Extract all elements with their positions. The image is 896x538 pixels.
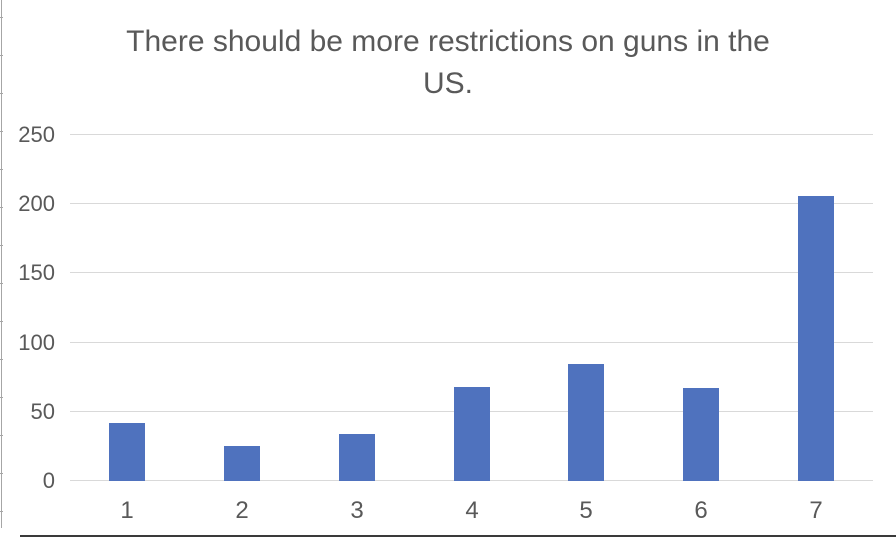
- y-tick-label-50: 50: [30, 398, 55, 424]
- y-tick-label-150: 150: [18, 259, 55, 285]
- y-tick-label-0: 0: [42, 467, 55, 493]
- x-tick-label-3: 3: [350, 497, 364, 524]
- x-tick-label-5: 5: [579, 497, 593, 524]
- bar-category-5: [568, 364, 604, 481]
- y-axis-labels: 0 50 100 150 200 250: [0, 122, 55, 493]
- x-axis-labels: 1 2 3 4 5 6 7: [70, 496, 873, 526]
- bar-category-2: [224, 446, 260, 481]
- gridline-250: [70, 134, 873, 135]
- x-tick-label-6: 6: [694, 497, 708, 524]
- y-tick-label-200: 200: [18, 190, 55, 216]
- sheet-left-edge-line: [1, 0, 2, 528]
- sheet-bottom-edge-line: [20, 535, 896, 537]
- chart-title: There should be more restrictions on gun…: [126, 25, 770, 100]
- y-tick-label-250: 250: [18, 121, 55, 147]
- bar-category-3: [339, 434, 375, 481]
- bar-category-1: [109, 423, 145, 481]
- x-tick-label-7: 7: [809, 497, 823, 524]
- y-tick-label-100: 100: [18, 329, 55, 355]
- plot-area: [70, 134, 873, 481]
- gridline-100: [70, 342, 873, 343]
- gridline-150: [70, 272, 873, 273]
- bar-category-4: [454, 387, 490, 481]
- bar-category-7: [798, 196, 834, 481]
- gridline-200: [70, 203, 873, 204]
- x-tick-label-1: 1: [120, 497, 134, 524]
- bar-category-6: [683, 388, 719, 481]
- x-tick-label-2: 2: [235, 497, 249, 524]
- x-tick-label-4: 4: [465, 497, 479, 524]
